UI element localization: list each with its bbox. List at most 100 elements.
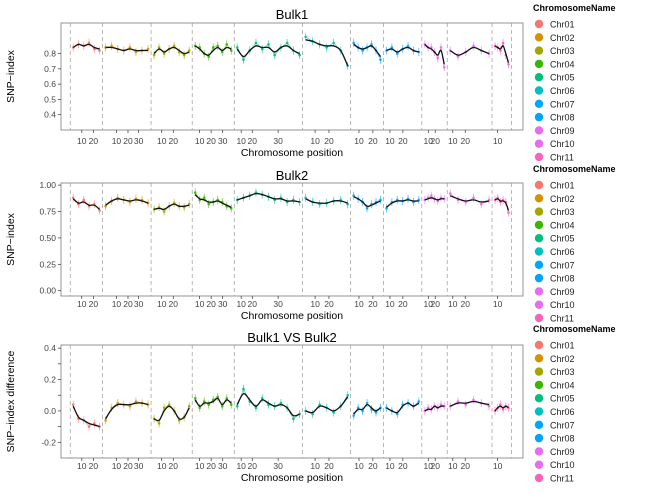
- x-tick-label: 10: [112, 299, 122, 309]
- x-tick-label: 20: [89, 299, 99, 309]
- series-Chr08: [385, 41, 421, 58]
- series-Chr11: [493, 193, 510, 217]
- legend-label: Chr03: [550, 367, 575, 377]
- smooth-line: [153, 203, 190, 211]
- x-tick-label: 30: [134, 136, 144, 146]
- x-tick-label: 10: [354, 136, 364, 146]
- x-tick-label: 10: [424, 461, 434, 471]
- series-Chr04: [193, 188, 233, 213]
- legend-label: Chr02: [550, 354, 575, 364]
- x-tick-label: 10: [310, 136, 320, 146]
- y-tick-label: 0.8: [44, 49, 56, 59]
- smooth-line: [236, 393, 300, 417]
- x-tick-label: 10: [112, 136, 122, 146]
- legend-label: Chr01: [550, 20, 575, 30]
- x-tick-label: 20: [430, 461, 440, 471]
- x-tick-label: 10: [448, 136, 458, 146]
- x-tick-label: 10: [195, 461, 205, 471]
- x-tick-label: 30: [134, 461, 144, 471]
- smooth-line: [424, 43, 445, 65]
- series-Chr02: [104, 397, 150, 425]
- legend-swatch: [534, 394, 544, 403]
- series-Chr05: [235, 38, 301, 64]
- legend-swatch: [534, 247, 544, 256]
- series-Chr01: [71, 400, 101, 431]
- x-tick-label: 20: [430, 299, 440, 309]
- x-tick-label: 20: [398, 461, 408, 471]
- series-Chr02: [104, 41, 150, 57]
- smooth-line: [153, 405, 190, 422]
- series-Chr01: [71, 193, 101, 215]
- x-axis-label: Chromosome position: [241, 147, 343, 159]
- y-tick-label: 0.00: [39, 286, 56, 296]
- x-tick-label: 10: [112, 461, 122, 471]
- series-Chr05: [235, 188, 301, 207]
- y-tick-label: -0.2: [41, 437, 56, 447]
- x-tick-label: 10: [493, 461, 503, 471]
- legend-title: ChromosomeName: [533, 164, 616, 174]
- legend-swatch: [534, 180, 544, 190]
- legend-label: Chr06: [550, 247, 575, 257]
- series-Chr09: [423, 191, 446, 205]
- x-tick-label: 20: [169, 461, 179, 471]
- chart-title: Bulk2: [276, 168, 309, 183]
- legend-label: Chr10: [550, 460, 575, 470]
- x-tick-label: 10: [157, 299, 167, 309]
- series-Chr07: [352, 191, 382, 213]
- legend-label: Chr05: [550, 234, 575, 244]
- x-tick-label: 20: [206, 136, 216, 146]
- legend-label: Chr05: [550, 73, 575, 83]
- x-tick-label: 20: [324, 299, 334, 309]
- legend-swatch: [534, 152, 544, 162]
- smooth-line: [194, 194, 232, 208]
- x-tick-label: 30: [273, 299, 283, 309]
- smooth-line: [237, 192, 300, 203]
- x-tick-label: 10: [77, 299, 87, 309]
- legend-swatch: [534, 59, 544, 69]
- legend-swatch: [534, 73, 544, 82]
- y-tick-label: 0.0: [44, 406, 56, 416]
- legend-label: Chr04: [550, 380, 575, 390]
- series-Chr10: [448, 395, 491, 411]
- legend-swatch: [534, 194, 544, 203]
- x-tick-label: 30: [273, 136, 283, 146]
- smooth-line: [72, 198, 101, 210]
- x-tick-label: 20: [461, 299, 471, 309]
- x-tick-label: 20: [169, 299, 179, 309]
- y-tick-label: 1.00: [39, 180, 56, 190]
- x-tick-label: 20: [123, 136, 133, 146]
- series-Chr07: [352, 38, 382, 64]
- y-tick-label: 0.4: [44, 343, 56, 353]
- legend-swatch: [534, 433, 544, 443]
- legend-label: Chr11: [550, 474, 574, 484]
- y-tick-label: 0.4: [44, 110, 56, 120]
- smooth-line: [353, 43, 382, 58]
- x-tick-label: 10: [236, 136, 246, 146]
- legend-swatch: [534, 126, 544, 135]
- x-tick-label: 20: [324, 461, 334, 471]
- legend-label: Chr10: [550, 300, 575, 310]
- series-Chr07: [352, 399, 382, 420]
- smooth-line: [305, 198, 348, 204]
- legend-label: Chr01: [550, 181, 575, 191]
- x-tick-label: 20: [461, 136, 471, 146]
- legend-label: Chr02: [550, 194, 575, 204]
- legend-swatch: [534, 139, 544, 148]
- x-tick-label: 10: [157, 136, 167, 146]
- series-Chr04: [193, 392, 233, 412]
- legend-label: Chr11: [550, 153, 574, 163]
- smooth-line: [386, 199, 419, 208]
- smooth-line: [153, 46, 190, 55]
- x-tick-label: 20: [368, 136, 378, 146]
- smooth-line: [72, 405, 100, 428]
- legend-label: Chr09: [550, 287, 575, 297]
- legend-swatch: [534, 99, 544, 109]
- x-tick-label: 20: [169, 136, 179, 146]
- panel-3: Bulk1 VS Bulk2 SNP−index difference -0.2 0.…: [5, 324, 616, 484]
- legend-swatch: [534, 367, 544, 376]
- y-tick-label: 0.2: [44, 375, 56, 385]
- legend-label: Chr09: [550, 447, 575, 457]
- series-Chr06: [304, 32, 349, 70]
- series-Chr08: [385, 397, 421, 419]
